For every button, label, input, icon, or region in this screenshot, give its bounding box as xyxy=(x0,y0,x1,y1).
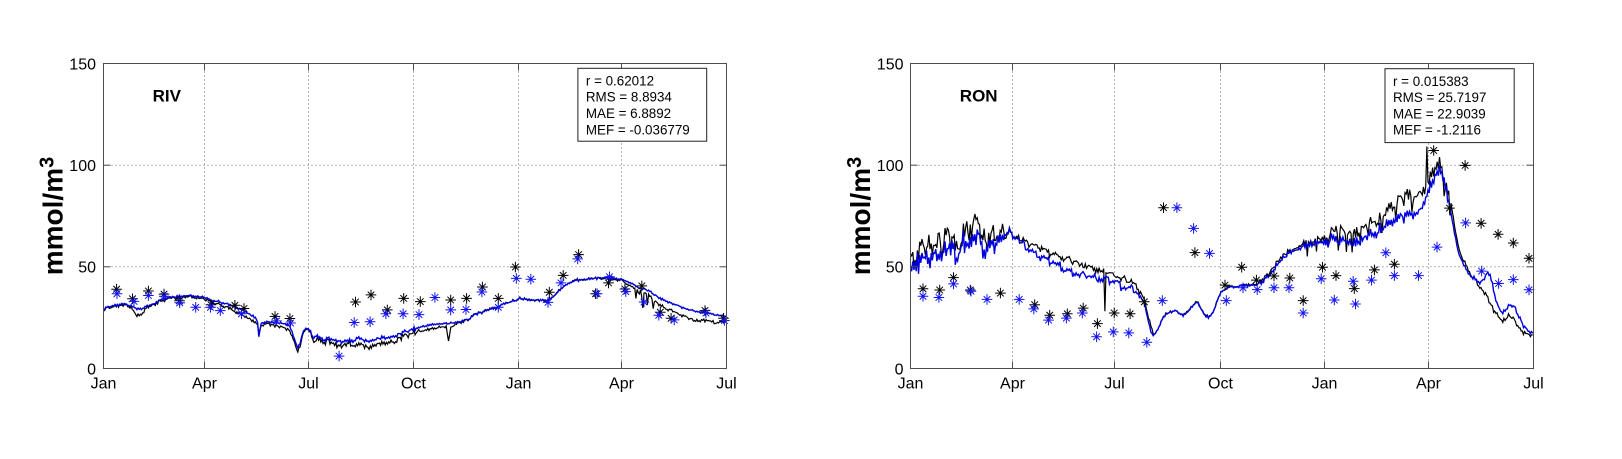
svg-text:MAE = 22.9039: MAE = 22.9039 xyxy=(1393,106,1486,121)
svg-text:100: 100 xyxy=(69,158,96,175)
svg-text:RON: RON xyxy=(960,87,998,106)
svg-text:0: 0 xyxy=(895,361,904,378)
svg-text:Apr: Apr xyxy=(1416,376,1442,393)
svg-text:Apr: Apr xyxy=(609,376,635,393)
svg-text:Jan: Jan xyxy=(1312,376,1338,393)
svg-text:Jul: Jul xyxy=(1104,376,1124,393)
svg-text:RIV: RIV xyxy=(153,87,182,106)
svg-text:Jan: Jan xyxy=(506,376,532,393)
svg-text:mmol/m3: mmol/m3 xyxy=(37,157,69,275)
svg-text:Jul: Jul xyxy=(298,376,318,393)
svg-text:Oct: Oct xyxy=(401,376,426,393)
svg-text:Jan: Jan xyxy=(898,376,924,393)
svg-text:Apr: Apr xyxy=(192,376,218,393)
svg-text:RMS = 8.8934: RMS = 8.8934 xyxy=(586,90,673,105)
svg-text:MEF = -1.2116: MEF = -1.2116 xyxy=(1393,123,1481,138)
svg-text:Apr: Apr xyxy=(1000,376,1026,393)
svg-text:Jul: Jul xyxy=(716,376,736,393)
svg-text:RMS = 25.7197: RMS = 25.7197 xyxy=(1393,90,1486,105)
svg-text:Oct: Oct xyxy=(1208,376,1233,393)
svg-text:MEF = -0.036779: MEF = -0.036779 xyxy=(586,122,690,137)
svg-text:150: 150 xyxy=(69,56,96,73)
svg-text:Jan: Jan xyxy=(91,376,117,393)
svg-text:0: 0 xyxy=(87,361,96,378)
svg-text:r = 0.62012: r = 0.62012 xyxy=(586,73,654,88)
svg-text:150: 150 xyxy=(877,56,904,73)
svg-text:r = 0.015383: r = 0.015383 xyxy=(1393,74,1469,89)
svg-text:50: 50 xyxy=(78,260,96,277)
svg-text:50: 50 xyxy=(886,260,904,277)
svg-text:mmol/m3: mmol/m3 xyxy=(844,157,876,275)
svg-text:MAE = 6.8892: MAE = 6.8892 xyxy=(586,106,671,121)
svg-text:Jul: Jul xyxy=(1523,376,1543,393)
svg-text:100: 100 xyxy=(877,158,904,175)
